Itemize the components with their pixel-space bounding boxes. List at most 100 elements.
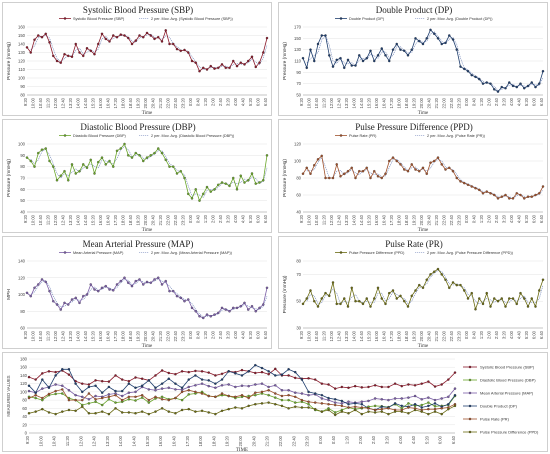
data-point — [207, 394, 210, 398]
data-point — [373, 397, 377, 400]
data-point — [294, 391, 297, 394]
x-tick-label: 12:00 — [329, 330, 334, 341]
data-point — [418, 39, 421, 43]
x-tick-label: 14:40 — [83, 97, 88, 108]
data-point — [519, 82, 522, 85]
x-tick-label: 4:40 — [517, 214, 522, 223]
data-point — [40, 278, 44, 281]
data-point — [100, 156, 104, 159]
data-point — [93, 288, 96, 291]
data-point — [353, 402, 357, 405]
data-point — [361, 59, 365, 63]
data-point — [493, 88, 496, 91]
data-point — [70, 298, 74, 301]
x-tick-label: 5:20 — [248, 97, 253, 106]
data-point — [320, 410, 324, 413]
x-tick-label: 22:40 — [173, 214, 178, 225]
x-tick-label: 9:20 — [23, 214, 28, 223]
data-point — [391, 289, 395, 292]
data-point — [393, 402, 397, 405]
data-point — [420, 403, 423, 407]
data-point — [346, 58, 350, 62]
x-tick-label: 10:40 — [314, 97, 319, 108]
data-point — [213, 313, 216, 316]
data-point — [393, 397, 397, 400]
legend-marker — [468, 417, 472, 421]
x-tick-label: 11:20 — [322, 214, 327, 225]
data-point — [164, 279, 167, 283]
x-tick-label: 6:00 — [256, 214, 261, 223]
data-point — [41, 372, 44, 375]
data-point — [247, 394, 250, 398]
data-point — [373, 404, 377, 408]
x-tick-label: 23:20 — [181, 214, 186, 225]
data-point — [347, 386, 350, 390]
data-point — [399, 163, 402, 166]
data-point — [254, 393, 257, 397]
data-point — [33, 38, 36, 41]
x-tick-label: 16:00 — [98, 97, 103, 108]
x-tick-label: 14:00 — [118, 435, 123, 446]
x-tick-label: 4:40 — [517, 97, 522, 106]
y-tick-label: 80 — [296, 176, 301, 181]
data-point — [190, 197, 194, 200]
data-point — [407, 396, 410, 399]
data-point — [220, 306, 224, 310]
data-point — [217, 66, 220, 70]
x-tick-label: 17:20 — [185, 435, 190, 446]
data-point — [410, 163, 413, 166]
data-point — [258, 181, 261, 184]
y-tick-label: 150 — [18, 33, 26, 38]
x-tick-label: 5:20 — [248, 330, 253, 339]
legend-marker — [468, 430, 472, 434]
x-tick-label: 22:00 — [442, 214, 447, 225]
data-point — [474, 75, 477, 79]
data-point — [333, 387, 337, 390]
data-point — [160, 283, 164, 286]
data-point — [280, 389, 284, 392]
legend-marker — [468, 404, 472, 408]
data-point — [247, 59, 250, 63]
data-point — [463, 289, 466, 292]
x-tick-label: 17:20 — [113, 330, 118, 341]
data-point — [481, 82, 485, 85]
data-point — [183, 299, 186, 303]
data-point — [247, 370, 250, 373]
data-point — [200, 409, 204, 413]
x-tick-label: 3:20 — [502, 97, 507, 106]
chart-dp: Double Product (DP) Double Product (DP) 2 … — [282, 5, 545, 116]
data-point — [433, 32, 436, 36]
data-point — [369, 49, 372, 53]
x-tick-label: 18:40 — [404, 97, 409, 108]
x-tick-label: 16:00 — [98, 330, 103, 341]
x-tick-label: 18:40 — [211, 435, 216, 446]
data-point — [227, 407, 230, 411]
data-point — [262, 51, 265, 54]
legend-marker — [63, 251, 67, 254]
data-point — [265, 154, 269, 157]
y-tick-label: 20 — [22, 422, 27, 427]
data-point — [380, 176, 383, 180]
data-point — [134, 279, 137, 283]
x-tick-label: 12:00 — [78, 435, 83, 446]
x-tick-label: 5:20 — [524, 330, 529, 339]
data-point — [320, 393, 324, 397]
data-point — [114, 401, 117, 404]
data-point — [127, 391, 131, 394]
data-point — [373, 384, 377, 387]
data-point — [127, 36, 130, 40]
data-point — [138, 154, 141, 157]
data-point — [172, 165, 175, 168]
data-point — [534, 305, 537, 308]
data-point — [74, 409, 77, 413]
data-point — [34, 396, 37, 400]
data-point — [115, 149, 119, 153]
data-point — [157, 35, 160, 39]
y-tick-label: 110 — [294, 59, 301, 64]
data-point — [447, 407, 450, 411]
data-point — [214, 395, 217, 399]
x-tick-label: 13:20 — [344, 97, 349, 108]
data-point — [420, 410, 423, 413]
x-tick-label: 14:40 — [359, 330, 364, 341]
x-tick-label: 4:40 — [411, 435, 416, 444]
